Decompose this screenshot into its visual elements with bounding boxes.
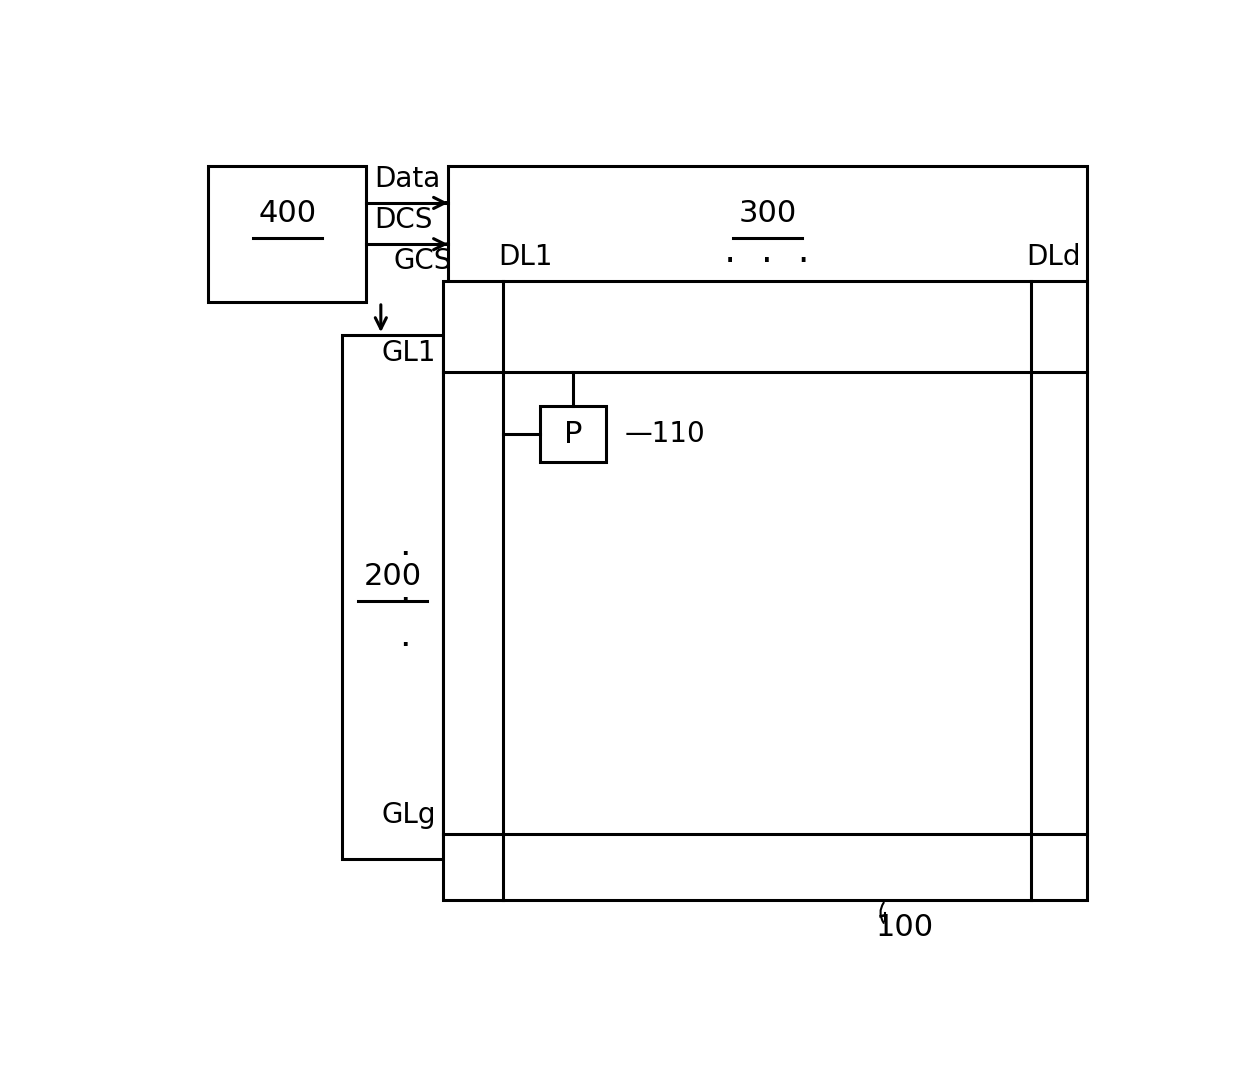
Text: —110: —110 (625, 420, 706, 448)
Text: DCS: DCS (374, 206, 433, 235)
Bar (541, 406, 605, 462)
Text: GL1: GL1 (381, 339, 435, 368)
Text: .: . (399, 574, 410, 608)
Text: .: . (399, 620, 410, 653)
Text: GCS: GCS (393, 247, 451, 274)
Text: P: P (564, 419, 583, 448)
Bar (444, 281, 1087, 900)
Bar (342, 334, 444, 859)
Text: .: . (399, 528, 410, 563)
Text: 100: 100 (875, 913, 934, 942)
Text: . . .: . . . (722, 239, 813, 268)
Text: DL1: DL1 (498, 243, 553, 271)
Text: Data: Data (374, 165, 440, 193)
Bar (208, 166, 367, 302)
Text: DLd: DLd (1027, 243, 1081, 271)
Text: 200: 200 (363, 562, 422, 591)
Bar (448, 166, 1087, 302)
Text: GLg: GLg (381, 802, 435, 830)
Text: 300: 300 (739, 198, 797, 227)
Text: 400: 400 (258, 198, 316, 227)
